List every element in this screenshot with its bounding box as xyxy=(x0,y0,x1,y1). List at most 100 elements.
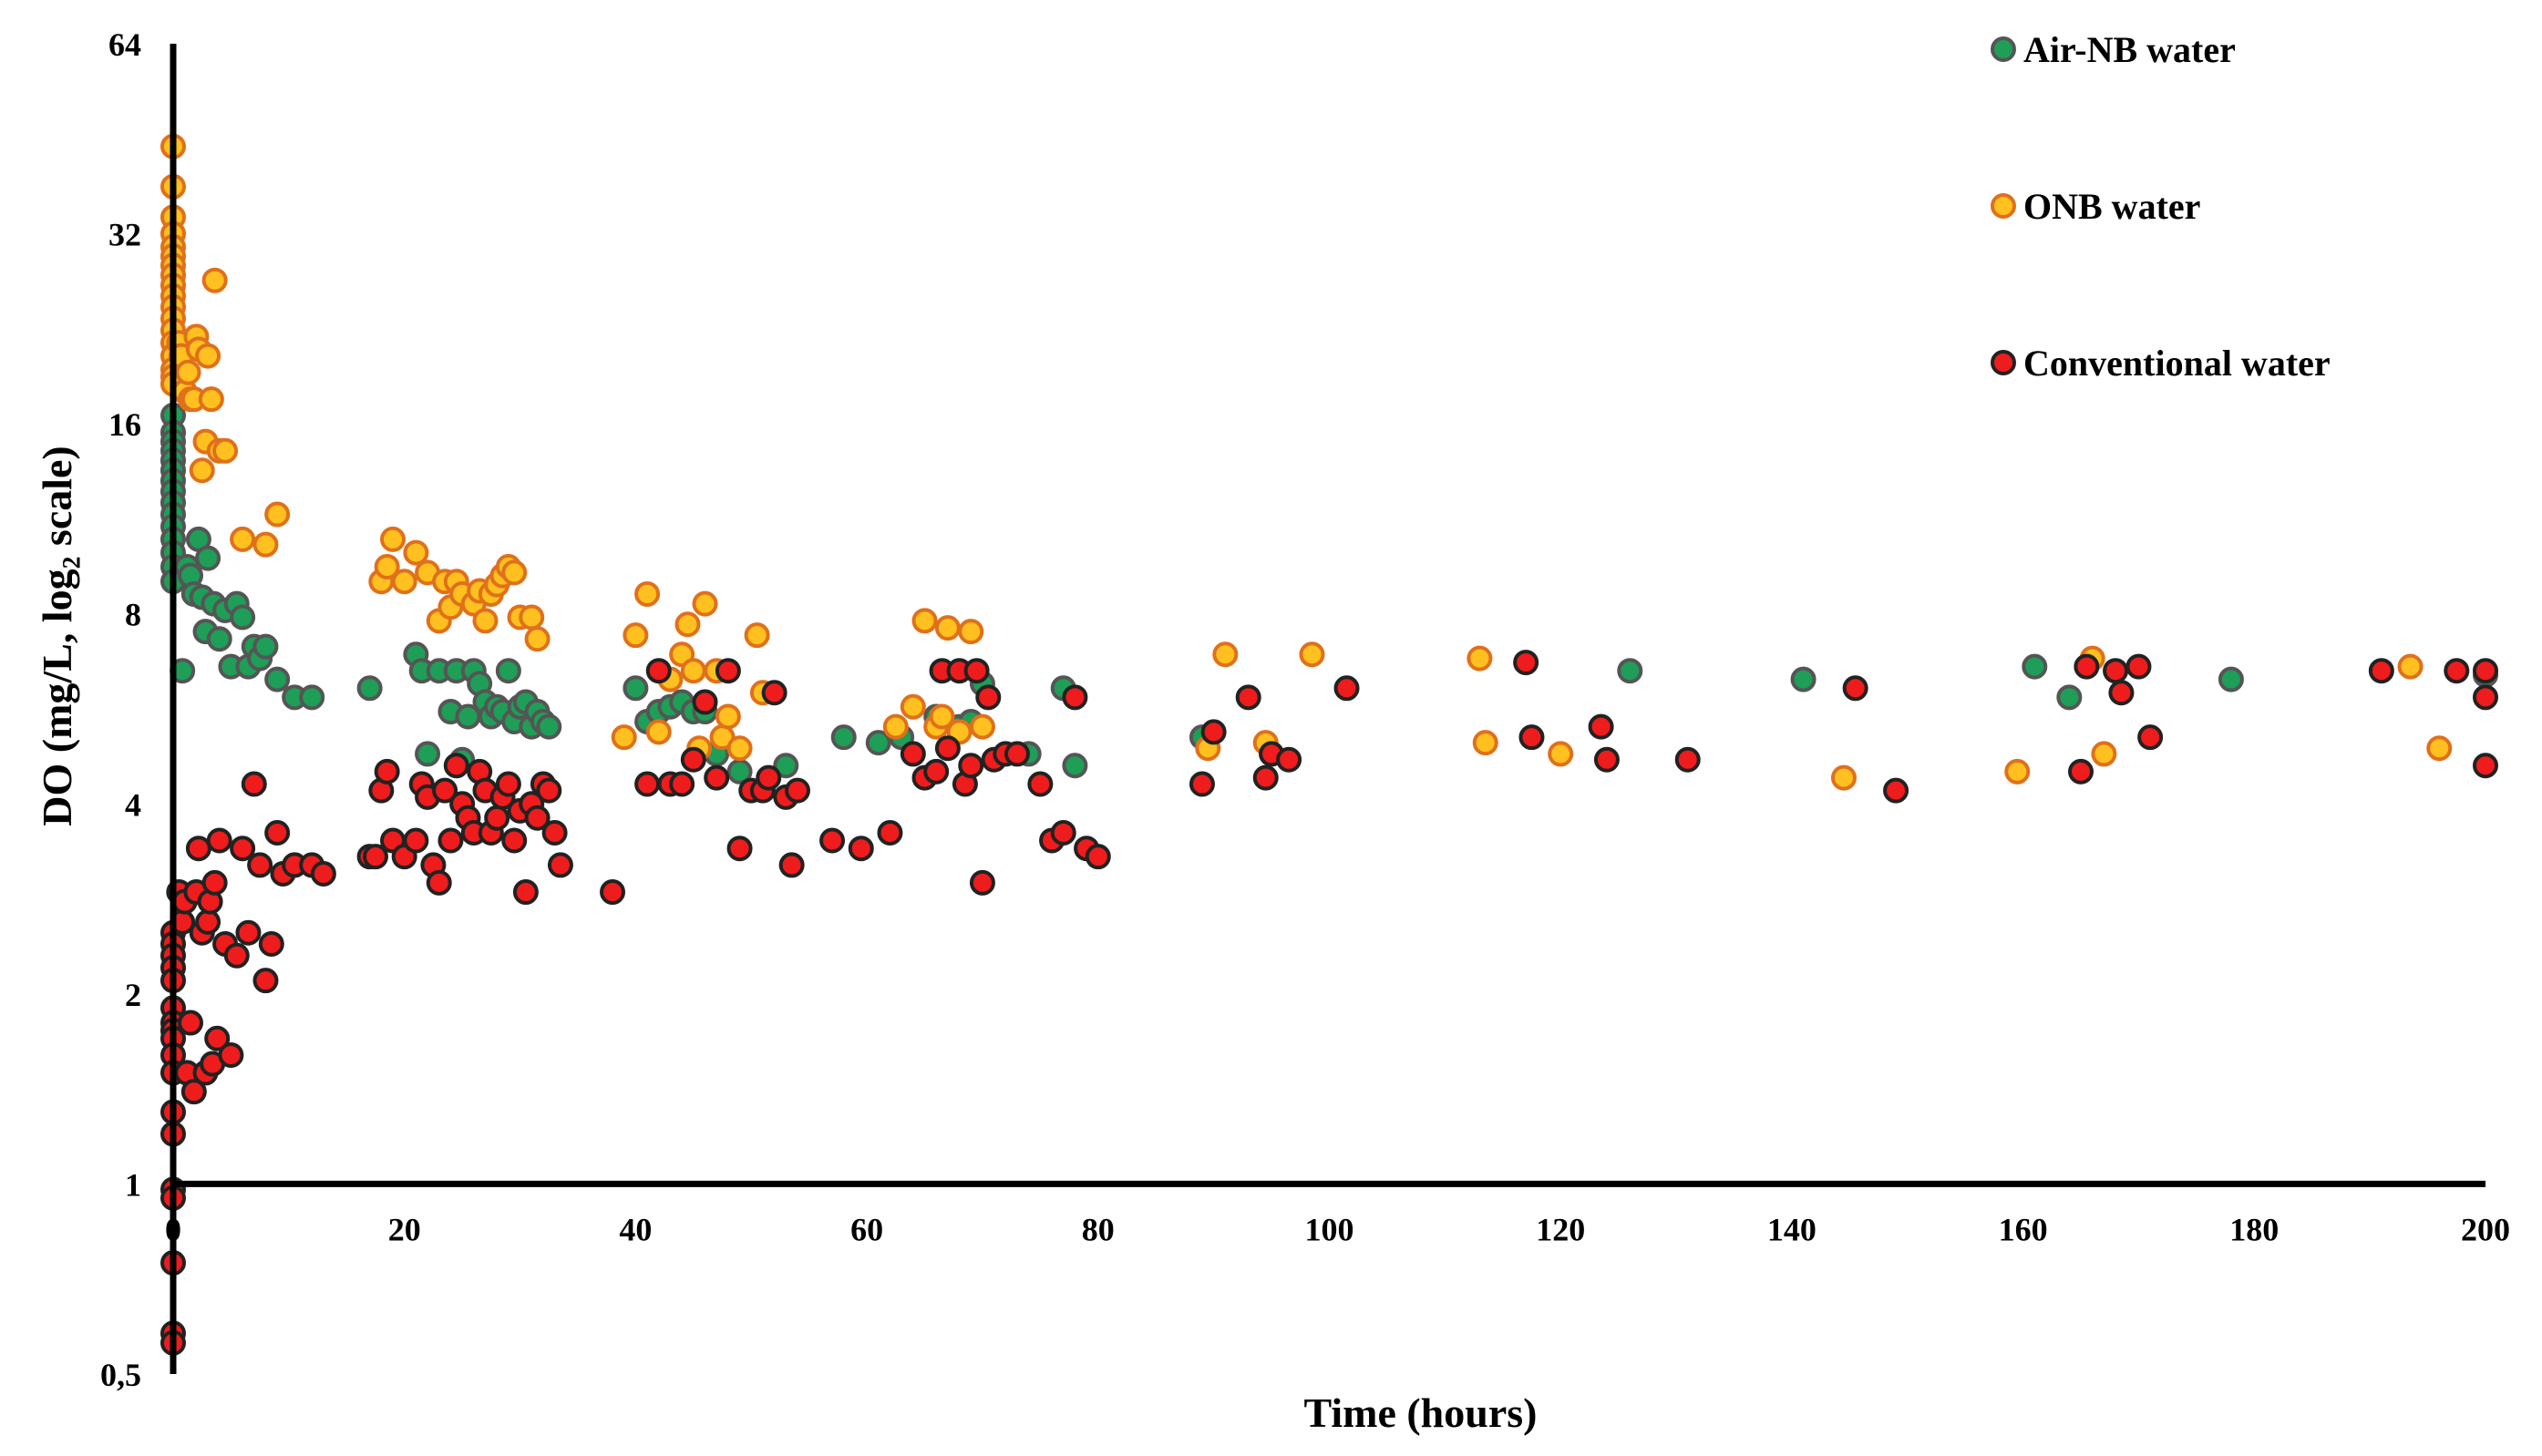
data-point xyxy=(524,626,551,652)
data-point xyxy=(900,693,926,720)
data-point xyxy=(198,386,224,413)
data-point xyxy=(611,724,637,751)
data-point xyxy=(1617,658,1643,684)
data-point xyxy=(403,539,429,566)
data-point xyxy=(704,764,730,791)
data-point xyxy=(264,666,291,692)
data-point xyxy=(963,658,990,684)
data-point xyxy=(484,805,510,831)
data-point xyxy=(1588,713,1614,740)
legend: Air-NB water ONB water Conventional water xyxy=(1991,29,2331,384)
data-point xyxy=(2068,758,2094,784)
data-point xyxy=(2022,653,2048,680)
data-point xyxy=(204,1025,231,1051)
data-point xyxy=(958,753,984,779)
data-point xyxy=(715,658,741,684)
data-point xyxy=(1050,819,1076,846)
data-point xyxy=(1212,641,1239,668)
data-point xyxy=(189,457,215,484)
data-point xyxy=(432,777,458,804)
legend-marker xyxy=(1991,193,2016,219)
data-point xyxy=(1299,641,1325,668)
x-tick-label: 100 xyxy=(1305,1211,1354,1247)
data-point xyxy=(201,267,228,293)
data-point xyxy=(230,604,256,631)
data-point xyxy=(634,580,661,607)
data-point xyxy=(773,753,799,779)
data-point xyxy=(1842,675,1868,702)
data-point xyxy=(403,827,429,854)
data-point xyxy=(212,437,239,464)
x-tick-label: 140 xyxy=(1767,1211,1816,1247)
data-point xyxy=(299,684,325,711)
data-point xyxy=(645,719,672,745)
data-point xyxy=(472,608,499,634)
data-point xyxy=(680,658,706,684)
y-axis-title: DO (mg/L, log₂ scale) xyxy=(34,446,80,826)
x-tick-labels: 020406080100120140160180200 xyxy=(165,1211,2510,1247)
data-point xyxy=(1830,764,1857,791)
data-point xyxy=(2473,753,2498,779)
data-point xyxy=(975,684,1002,711)
data-point xyxy=(2056,684,2083,711)
data-point xyxy=(185,836,211,862)
data-point xyxy=(541,819,568,846)
data-point xyxy=(180,1079,207,1105)
data-point xyxy=(1513,650,1539,676)
data-point xyxy=(778,852,805,878)
data-point xyxy=(1790,666,1816,692)
data-point xyxy=(391,569,417,595)
data-point xyxy=(310,860,336,887)
legend-marker xyxy=(1991,36,2016,62)
x-tick-label: 60 xyxy=(850,1211,883,1247)
data-point xyxy=(235,919,262,946)
data-point xyxy=(819,827,846,854)
data-point xyxy=(2426,735,2453,762)
data-point xyxy=(1518,724,1545,751)
data-point xyxy=(524,805,551,831)
x-tick-label: 200 xyxy=(2461,1211,2510,1247)
data-point xyxy=(958,619,984,645)
y-tick-label: 4 xyxy=(125,786,141,823)
data-point xyxy=(362,844,388,870)
data-point xyxy=(830,724,857,751)
data-point xyxy=(495,771,521,797)
series-2 xyxy=(160,650,2498,1356)
data-point xyxy=(756,764,782,791)
data-point xyxy=(536,777,562,804)
data-point xyxy=(669,771,695,797)
x-axis-title: Time (hours) xyxy=(1304,1389,1538,1436)
x-tick-label: 180 xyxy=(2229,1211,2279,1247)
data-point xyxy=(178,1010,204,1036)
data-point xyxy=(726,735,753,762)
data-point xyxy=(1333,675,1360,702)
data-point xyxy=(623,622,649,649)
data-point xyxy=(201,869,228,896)
data-point xyxy=(195,545,221,571)
data-point xyxy=(258,930,284,957)
data-point xyxy=(2218,666,2244,692)
data-point xyxy=(519,604,545,631)
data-point xyxy=(2444,658,2470,684)
data-point xyxy=(600,879,626,906)
data-point xyxy=(2368,658,2394,684)
data-point xyxy=(223,942,250,969)
data-point xyxy=(536,713,562,740)
data-point xyxy=(882,713,909,740)
data-point xyxy=(443,753,469,779)
data-point xyxy=(2137,724,2164,751)
data-point xyxy=(1883,777,1909,804)
data-point xyxy=(1200,719,1227,745)
data-point xyxy=(726,836,753,862)
x-tick-label: 40 xyxy=(619,1211,652,1247)
data-point xyxy=(2125,653,2152,680)
data-point xyxy=(1189,771,1215,797)
y-tick-label: 64 xyxy=(108,26,141,63)
data-point xyxy=(761,680,787,706)
data-point xyxy=(501,827,528,854)
data-point xyxy=(623,675,649,702)
data-point xyxy=(2091,741,2117,767)
data-point xyxy=(195,908,221,935)
data-point xyxy=(252,531,279,558)
data-point xyxy=(634,771,661,797)
